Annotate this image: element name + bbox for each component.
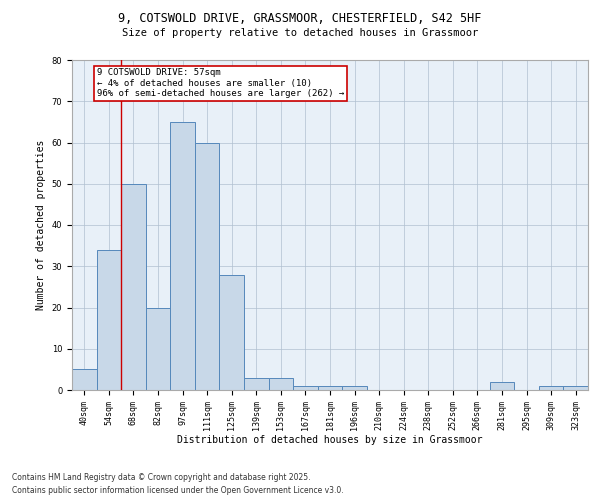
X-axis label: Distribution of detached houses by size in Grassmoor: Distribution of detached houses by size … <box>177 436 483 446</box>
Bar <box>293 386 318 390</box>
Bar <box>97 250 121 390</box>
Bar <box>121 184 146 390</box>
Bar <box>220 274 244 390</box>
Bar <box>146 308 170 390</box>
Bar <box>539 386 563 390</box>
Text: 9 COTSWOLD DRIVE: 57sqm
← 4% of detached houses are smaller (10)
96% of semi-det: 9 COTSWOLD DRIVE: 57sqm ← 4% of detached… <box>97 68 344 98</box>
Bar <box>563 386 588 390</box>
Y-axis label: Number of detached properties: Number of detached properties <box>36 140 46 310</box>
Text: Contains HM Land Registry data © Crown copyright and database right 2025.: Contains HM Land Registry data © Crown c… <box>12 474 311 482</box>
Bar <box>490 382 514 390</box>
Bar <box>269 378 293 390</box>
Bar <box>170 122 195 390</box>
Bar <box>244 378 269 390</box>
Text: Size of property relative to detached houses in Grassmoor: Size of property relative to detached ho… <box>122 28 478 38</box>
Bar <box>318 386 342 390</box>
Text: Contains public sector information licensed under the Open Government Licence v3: Contains public sector information licen… <box>12 486 344 495</box>
Bar <box>72 370 97 390</box>
Bar <box>342 386 367 390</box>
Text: 9, COTSWOLD DRIVE, GRASSMOOR, CHESTERFIELD, S42 5HF: 9, COTSWOLD DRIVE, GRASSMOOR, CHESTERFIE… <box>118 12 482 26</box>
Bar <box>195 142 220 390</box>
